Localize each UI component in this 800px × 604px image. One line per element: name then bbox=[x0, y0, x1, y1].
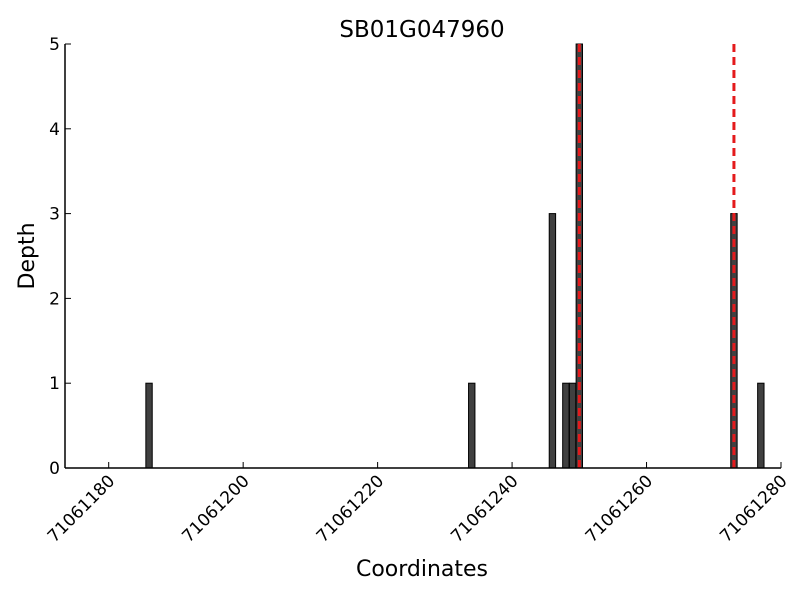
chart-title: SB01G047960 bbox=[339, 17, 504, 43]
depth-bar bbox=[145, 382, 153, 469]
x-tick-label: 71061180 bbox=[44, 471, 119, 546]
x-tick-label: 71061220 bbox=[313, 471, 388, 546]
y-tick-label: 3 bbox=[49, 205, 60, 225]
x-tick-label: 71061200 bbox=[178, 471, 253, 546]
x-axis-label: Coordinates bbox=[356, 557, 488, 582]
y-tick-label: 0 bbox=[49, 459, 60, 479]
y-tick-label: 5 bbox=[49, 35, 60, 55]
y-tick-label: 4 bbox=[49, 120, 60, 140]
x-tick-label: 71061260 bbox=[582, 471, 657, 546]
depth-bar bbox=[568, 382, 577, 469]
y-axis-label: Depth bbox=[15, 222, 40, 289]
x-tick-label: 71061280 bbox=[716, 471, 791, 546]
depth-bar bbox=[468, 382, 476, 469]
x-tick-label: 71061240 bbox=[447, 471, 522, 546]
depth-bar bbox=[562, 382, 570, 469]
depth-bar bbox=[548, 213, 557, 469]
depth-bar bbox=[730, 213, 738, 469]
depth-bar bbox=[757, 382, 765, 469]
plot-area: 0 1 2 3 4 5 71061180 71061200 71061220 71061240 71… bbox=[44, 35, 792, 547]
y-tick-label: 2 bbox=[49, 289, 60, 309]
y-tick-label: 1 bbox=[49, 374, 60, 394]
